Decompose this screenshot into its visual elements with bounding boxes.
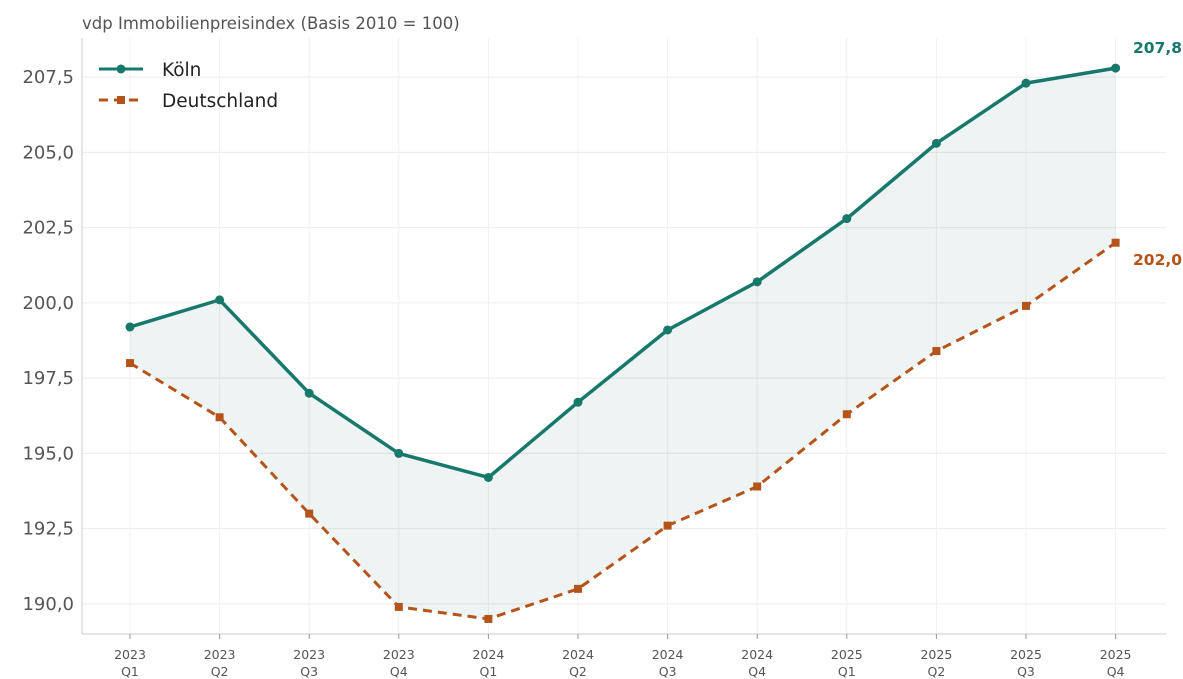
end-labels: 207,8 202,0 xyxy=(1133,39,1182,269)
y-tick-label: 197,5 xyxy=(22,368,74,389)
x-tick-label-year: 2025 xyxy=(1010,647,1042,662)
fill-between-area xyxy=(130,68,1116,619)
y-tick-label: 190,0 xyxy=(22,594,74,615)
x-tick-label-year: 2025 xyxy=(831,647,863,662)
axes xyxy=(81,38,1166,635)
x-tick-label-year: 2024 xyxy=(562,647,594,662)
data-point-k-ln xyxy=(573,397,583,407)
y-tick-label: 195,0 xyxy=(22,443,74,464)
x-tick-label-year: 2023 xyxy=(204,647,236,662)
x-tick-label-year: 2024 xyxy=(472,647,504,662)
x-tick-label-quarter: Q1 xyxy=(121,664,139,679)
data-point-deutschland xyxy=(305,509,314,518)
data-point-k-ln xyxy=(1021,78,1031,88)
data-point-k-ln xyxy=(752,277,762,287)
data-point-deutschland xyxy=(932,347,941,356)
data-point-k-ln xyxy=(304,388,314,398)
x-tick-label-year: 2023 xyxy=(383,647,415,662)
y-tick-labels: 190,0 192,5 195,0 197,5 200,0 202,5 205,0 207,5 xyxy=(22,67,74,615)
x-tick-label-quarter: Q3 xyxy=(300,664,318,679)
y-tick-label: 192,5 xyxy=(22,519,74,540)
x-tick-label-year: 2024 xyxy=(741,647,773,662)
data-point-deutschland xyxy=(753,482,762,491)
x-tick-label-quarter: Q4 xyxy=(1107,664,1125,679)
area-fill-between-series xyxy=(130,68,1116,619)
data-point-deutschland xyxy=(1022,301,1030,310)
series-line-deutschland xyxy=(129,241,1117,621)
data-point-deutschland xyxy=(394,602,403,611)
x-tick-label-year: 2025 xyxy=(1100,647,1132,662)
data-point-deutschland xyxy=(574,584,582,593)
series-lines xyxy=(125,63,1121,623)
y-tick-label: 207,5 xyxy=(22,67,74,88)
series-line-k-ln xyxy=(128,66,1118,480)
data-point-k-ln xyxy=(125,322,135,332)
x-tick-label-quarter: Q1 xyxy=(480,664,498,679)
x-tick-label-quarter: Q3 xyxy=(1017,664,1035,679)
legend-label-deutschland: Deutschland xyxy=(162,91,278,112)
data-point-deutschland xyxy=(663,521,672,530)
y-tick-label: 200,0 xyxy=(22,293,74,314)
y-tick-label: 205,0 xyxy=(22,142,74,163)
grid xyxy=(82,38,1166,634)
x-tick-label-year: 2024 xyxy=(652,647,684,662)
chart-title: vdp Immobilienpreisindex (Basis 2010 = 1… xyxy=(82,14,460,33)
legend-swatch-marker-k-ln xyxy=(116,64,126,74)
x-tick-labels: 2023 Q1 2023 Q2 2023 Q3 2023 Q4 2024 Q1 2024 Q2 2024… xyxy=(114,634,1132,679)
legend: Köln Deutschland xyxy=(99,60,278,112)
data-point-deutschland xyxy=(484,614,493,623)
end-label-koeln: 207,8 xyxy=(1133,39,1182,57)
data-point-k-ln xyxy=(483,472,493,482)
x-tick-label-quarter: Q2 xyxy=(928,664,946,679)
x-tick-label-quarter: Q2 xyxy=(569,664,587,679)
data-point-deutschland xyxy=(1111,238,1120,247)
data-point-deutschland xyxy=(842,410,851,419)
legend-swatch-marker-deutschland xyxy=(117,96,125,104)
x-tick-label-quarter: Q1 xyxy=(838,664,856,679)
x-tick-label-year: 2023 xyxy=(293,647,325,662)
data-point-k-ln xyxy=(931,138,941,148)
x-tick-label-year: 2025 xyxy=(920,647,952,662)
data-point-deutschland xyxy=(126,359,134,368)
data-point-k-ln xyxy=(663,325,673,335)
x-tick-label-quarter: Q4 xyxy=(390,664,408,679)
data-point-deutschland xyxy=(215,413,224,422)
x-tick-label-quarter: Q4 xyxy=(748,664,766,679)
x-tick-label-year: 2023 xyxy=(114,647,146,662)
data-point-k-ln xyxy=(1111,63,1121,73)
data-point-k-ln xyxy=(842,214,852,224)
data-point-k-ln xyxy=(215,295,225,305)
x-tick-label-quarter: Q3 xyxy=(659,664,677,679)
legend-label-k-ln: Köln xyxy=(162,60,201,81)
end-label-deutschland: 202,0 xyxy=(1133,251,1182,269)
x-tick-label-quarter: Q2 xyxy=(211,664,229,679)
data-point-k-ln xyxy=(394,448,404,458)
y-tick-label: 202,5 xyxy=(22,218,74,239)
